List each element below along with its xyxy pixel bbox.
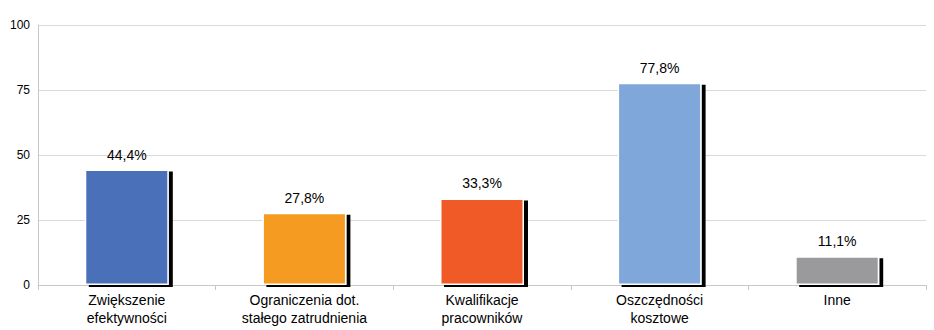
svg-text:Oszczędności: Oszczędności: [616, 292, 703, 308]
svg-text:44,4%: 44,4%: [107, 147, 147, 163]
svg-text:11,1%: 11,1%: [818, 233, 857, 249]
svg-text:Kwalifikacje: Kwalifikacje: [445, 292, 518, 308]
svg-text:75: 75: [17, 83, 31, 97]
svg-text:77,8%: 77,8%: [640, 60, 680, 76]
svg-text:kosztowe: kosztowe: [630, 310, 689, 326]
svg-text:stałego zatrudnienia: stałego zatrudnienia: [242, 310, 368, 326]
svg-text:100: 100: [10, 18, 30, 32]
svg-text:27,8%: 27,8%: [285, 190, 325, 206]
svg-text:25: 25: [17, 213, 31, 227]
svg-text:33,3%: 33,3%: [462, 175, 502, 191]
svg-text:Zwiększenie: Zwiększenie: [88, 292, 165, 308]
svg-text:50: 50: [17, 148, 31, 162]
svg-text:0: 0: [23, 278, 30, 292]
svg-text:Ograniczenia dot.: Ograniczenia dot.: [250, 292, 360, 308]
svg-text:pracowników: pracowników: [442, 310, 524, 326]
svg-text:efektywności: efektywności: [87, 310, 167, 326]
svg-text:Inne: Inne: [824, 292, 851, 308]
